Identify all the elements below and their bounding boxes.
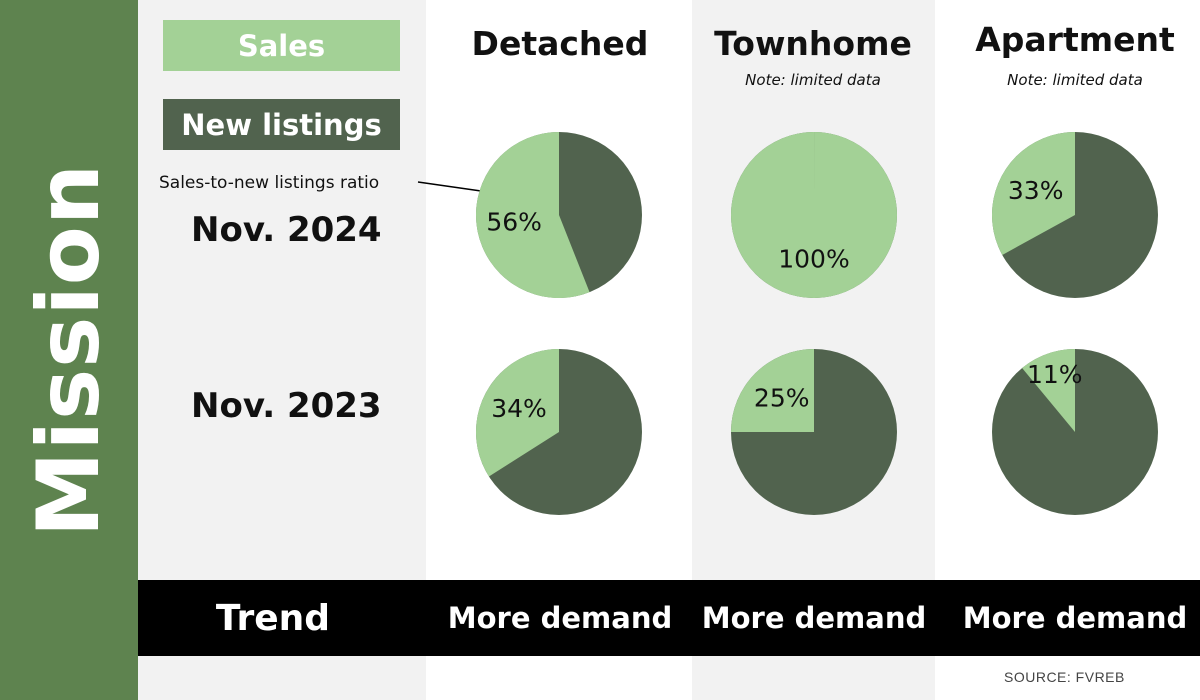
sidebar: Mission [0,0,138,700]
pie-label-detached-nov-2023: 34% [491,394,547,423]
pie-sales-apartment-nov-2023 [1022,349,1075,432]
legend-sales-label: Sales [237,28,326,63]
pie-label-apartment-nov-2024: 33% [1008,176,1064,205]
row-label-nov-2024: Nov. 2024 [191,210,382,250]
column-note-townhome: Note: limited data [745,71,881,89]
legend-new-listings: New listings [163,99,400,150]
pie-label-townhome-nov-2024: 100% [778,245,849,274]
column-header-apartment: Apartment [975,20,1175,59]
column-note-apartment: Note: limited data [1007,71,1143,89]
pie-sales-apartment-nov-2024 [992,132,1075,255]
ratio-leader-line [417,181,489,193]
source-note: SOURCE: FVREB [1004,669,1125,685]
legend-new-listings-label: New listings [181,107,382,142]
column-header-townhome: Townhome [714,24,912,63]
trend-apartment: More demand [962,601,1188,635]
trend-label: Trend [215,597,331,639]
pie-sales-townhome-nov-2023 [731,349,814,432]
column-header-detached: Detached [471,24,649,63]
pie-sales-townhome-nov-2024 [730,132,897,298]
pie-sales-detached-nov-2023 [475,349,559,477]
pie-label-apartment-nov-2023: 11% [1027,360,1083,389]
pie-label-townhome-nov-2023: 25% [754,384,810,413]
pie-label-detached-nov-2024: 56% [486,208,542,237]
pie-sales-detached-nov-2024 [475,132,590,298]
legend-sales: Sales [163,20,400,71]
ratio-label: Sales-to-new listings ratio [159,173,380,193]
trend-bar [138,580,1200,656]
trend-detached: More demand [447,601,673,635]
trend-townhome: More demand [701,601,927,635]
row-label-nov-2023: Nov. 2023 [191,386,382,426]
